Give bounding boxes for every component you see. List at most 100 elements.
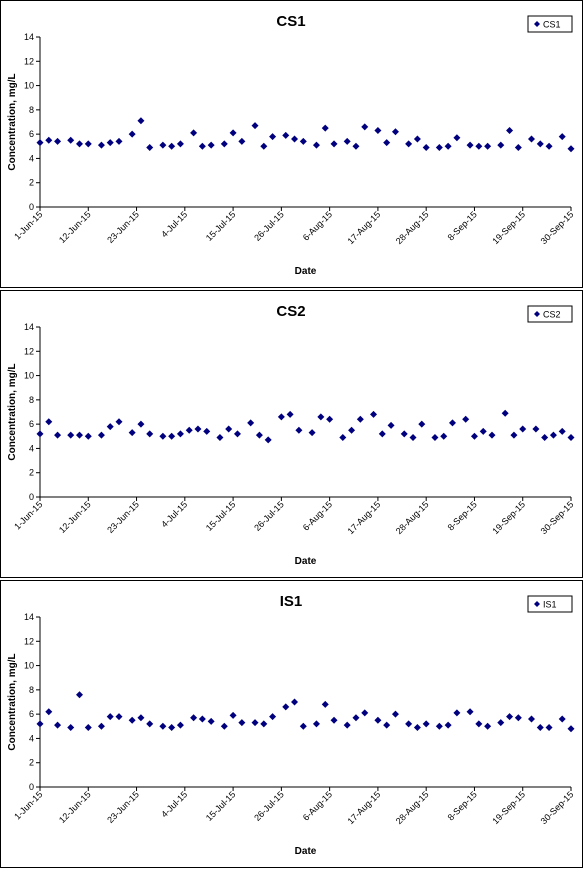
data-point xyxy=(269,133,277,141)
data-point xyxy=(510,431,518,439)
data-point xyxy=(497,719,505,727)
data-point xyxy=(330,140,338,148)
y-tick-label: 8 xyxy=(29,105,34,115)
x-tick-label: 28-Aug-15 xyxy=(394,789,431,826)
x-tick-label: 17-Aug-15 xyxy=(346,789,383,826)
data-point xyxy=(330,716,338,724)
data-point xyxy=(453,134,461,142)
data-point xyxy=(203,427,211,435)
data-point xyxy=(343,721,351,729)
legend-box xyxy=(527,15,573,33)
data-point xyxy=(567,434,575,441)
data-point xyxy=(528,135,536,143)
y-axis-title: Concentration, mg/L xyxy=(7,73,18,170)
data-point xyxy=(370,410,378,418)
data-point xyxy=(115,713,123,721)
data-point xyxy=(291,698,299,706)
data-point xyxy=(198,142,206,150)
y-tick-label: 4 xyxy=(29,443,34,453)
data-point xyxy=(532,425,540,433)
data-point xyxy=(137,117,145,125)
data-point xyxy=(312,141,320,149)
data-point xyxy=(308,429,316,437)
data-point xyxy=(255,431,263,439)
data-point xyxy=(339,434,347,441)
chart-cs1: CS1 0 2 4 6 8 10 12 14 1-Jun-15 12-Jun-15 23-Jun-15… xyxy=(7,13,576,277)
legend: CS2 xyxy=(527,305,573,323)
y-tick-label: 14 xyxy=(24,32,34,42)
data-point xyxy=(269,713,277,721)
chart-panel-cs1: CS1 0 2 4 6 8 10 12 14 1-Jun-15 12-Jun-15 23-Jun-15… xyxy=(0,0,583,288)
y-tick-label: 6 xyxy=(29,419,34,429)
data-point xyxy=(176,430,184,438)
data-point xyxy=(84,140,92,148)
data-point xyxy=(466,708,474,716)
y-tick-label: 2 xyxy=(29,758,34,768)
data-point xyxy=(168,142,176,150)
data-point xyxy=(220,140,228,148)
data-point xyxy=(536,724,544,731)
y-tick-label: 4 xyxy=(29,153,34,163)
data-point xyxy=(352,142,360,150)
data-point xyxy=(238,719,246,727)
data-point xyxy=(115,137,123,145)
data-point xyxy=(128,429,136,437)
data-point xyxy=(378,430,386,438)
data-point xyxy=(422,720,430,728)
data-point xyxy=(146,720,154,728)
data-point xyxy=(343,137,351,145)
x-tick-label: 30-Sep-15 xyxy=(539,209,576,246)
legend: CS1 xyxy=(527,15,573,33)
x-tick-label: 4-Jul-15 xyxy=(159,209,189,239)
data-point xyxy=(128,130,136,138)
data-point xyxy=(409,434,417,441)
data-point xyxy=(106,423,114,431)
x-tick-label: 30-Sep-15 xyxy=(539,789,576,826)
data-point xyxy=(506,713,514,721)
data-point xyxy=(67,431,75,439)
data-point xyxy=(514,144,522,151)
data-point xyxy=(453,709,461,717)
x-tick-label: 28-Aug-15 xyxy=(394,499,431,536)
data-point xyxy=(400,430,408,438)
chart-title: CS1 xyxy=(276,13,305,30)
data-point xyxy=(545,142,553,150)
data-point xyxy=(84,432,92,440)
data-point xyxy=(466,141,474,149)
data-point xyxy=(418,420,426,428)
x-tick-label: 8-Sep-15 xyxy=(446,499,479,532)
y-axis-title: Concentration, mg/L xyxy=(7,363,18,460)
x-tick-label: 19-Sep-15 xyxy=(490,789,527,826)
chart-title: IS1 xyxy=(280,593,303,610)
x-tick-label: 4-Jul-15 xyxy=(159,499,189,529)
x-tick-label: 1-Jun-15 xyxy=(12,789,44,821)
x-tick-label: 23-Jun-15 xyxy=(105,789,141,825)
legend-label: CS2 xyxy=(543,310,561,320)
data-point xyxy=(475,720,483,728)
data-point xyxy=(405,140,413,148)
data-point xyxy=(299,137,307,145)
x-tick-label: 26-Jul-15 xyxy=(252,209,286,243)
data-point xyxy=(405,720,413,728)
y-tick-label: 0 xyxy=(29,492,34,502)
x-tick-label: 19-Sep-15 xyxy=(490,499,527,536)
data-point xyxy=(361,709,369,717)
data-point xyxy=(159,432,167,440)
data-point xyxy=(45,136,53,144)
x-tick-label: 30-Sep-15 xyxy=(539,499,576,536)
x-tick-label: 19-Sep-15 xyxy=(490,209,527,246)
data-point xyxy=(75,691,83,699)
data-point xyxy=(374,716,382,724)
y-tick-label: 14 xyxy=(24,322,34,332)
data-point xyxy=(431,434,439,441)
data-point xyxy=(54,431,62,439)
legend-box xyxy=(527,595,573,613)
x-axis-title: Date xyxy=(295,846,317,857)
x-axis-title: Date xyxy=(295,266,317,277)
legend-box xyxy=(527,305,573,323)
data-point xyxy=(194,425,202,433)
data-point xyxy=(185,426,193,434)
data-point xyxy=(247,419,255,427)
data-point xyxy=(422,144,430,151)
data-point xyxy=(84,724,92,731)
